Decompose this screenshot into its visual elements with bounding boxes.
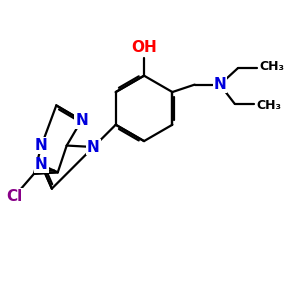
Text: N: N bbox=[35, 158, 48, 172]
Text: N: N bbox=[75, 113, 88, 128]
Text: N: N bbox=[214, 77, 226, 92]
Text: N: N bbox=[35, 138, 48, 153]
Text: OH: OH bbox=[131, 40, 157, 55]
Text: CH₃: CH₃ bbox=[256, 99, 281, 112]
Text: CH₃: CH₃ bbox=[260, 60, 284, 73]
Text: N: N bbox=[87, 140, 100, 154]
Text: Cl: Cl bbox=[7, 189, 23, 204]
